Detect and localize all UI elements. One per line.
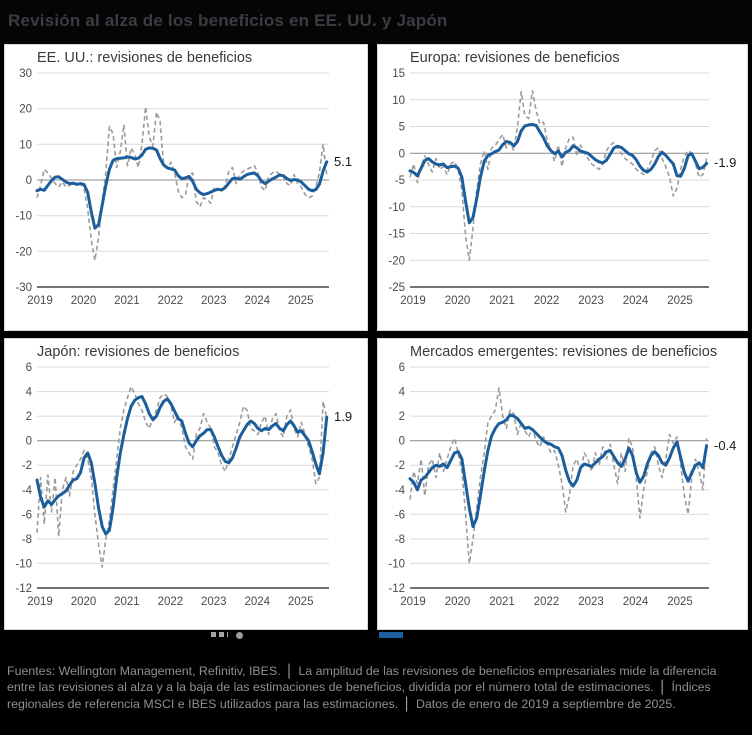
svg-text:2024: 2024 xyxy=(623,295,649,307)
svg-text:2021: 2021 xyxy=(114,295,140,307)
svg-text:0: 0 xyxy=(26,175,32,187)
chart-title-europe: Europa: revisiones de beneficios xyxy=(410,50,620,66)
footer-separator: │ xyxy=(403,696,411,711)
svg-text:2025: 2025 xyxy=(288,295,314,307)
footer-index-note: Índices regionales de referencia MSCI e … xyxy=(7,680,711,711)
end-value-label-emerging-markets: -0.4 xyxy=(714,437,737,453)
footer-separator: │ xyxy=(285,664,294,678)
svg-text:20: 20 xyxy=(19,104,32,116)
svg-text:-4: -4 xyxy=(22,485,33,497)
svg-text:15: 15 xyxy=(392,68,405,80)
svg-text:2019: 2019 xyxy=(400,295,426,307)
footer-sources: Fuentes: Wellington Management, Refiniti… xyxy=(7,664,281,678)
svg-text:2019: 2019 xyxy=(27,596,53,608)
chart-panel-us: EE. UU.: revisiones de beneficios 30 20 10… xyxy=(4,44,368,331)
svg-text:2025: 2025 xyxy=(667,596,693,608)
svg-text:-2: -2 xyxy=(22,460,32,472)
footer-separator: │ xyxy=(658,680,667,695)
svg-text:-20: -20 xyxy=(15,246,32,258)
chart-panel-europe: Europa: revisiones de beneficios 15 10 5 0 -… xyxy=(377,44,748,331)
svg-text:10: 10 xyxy=(392,95,405,107)
svg-text:10: 10 xyxy=(19,139,32,151)
svg-text:-10: -10 xyxy=(15,558,32,570)
svg-text:2022: 2022 xyxy=(534,295,560,307)
footer-methodology-note: La amplitud de las revisiones de benefic… xyxy=(7,664,717,695)
end-value-label-us: 5.1 xyxy=(334,153,353,169)
svg-text:-10: -10 xyxy=(388,202,405,214)
svg-text:2021: 2021 xyxy=(114,596,140,608)
svg-text:-25: -25 xyxy=(388,282,405,294)
svg-text:0: 0 xyxy=(399,436,405,448)
svg-text:2025: 2025 xyxy=(667,295,693,307)
svg-text:-10: -10 xyxy=(388,558,405,570)
svg-text:2024: 2024 xyxy=(245,295,271,307)
svg-text:2020: 2020 xyxy=(71,596,97,608)
svg-text:5: 5 xyxy=(399,122,405,134)
svg-text:2024: 2024 xyxy=(245,596,271,608)
svg-text:-10: -10 xyxy=(15,211,32,223)
legend-gray-dashed-swatch xyxy=(211,632,228,637)
svg-text:4: 4 xyxy=(399,387,406,399)
chart-title-japan: Japón: revisiones de beneficios xyxy=(37,344,240,360)
svg-text:2023: 2023 xyxy=(201,596,227,608)
svg-text:-8: -8 xyxy=(395,534,405,546)
end-value-label-europe: -1.9 xyxy=(714,155,737,171)
svg-text:6: 6 xyxy=(26,362,32,374)
source-note: Fuentes: Wellington Management, Refiniti… xyxy=(0,630,752,712)
svg-text:2025: 2025 xyxy=(288,596,314,608)
svg-text:2020: 2020 xyxy=(71,295,97,307)
svg-text:2023: 2023 xyxy=(201,295,227,307)
legend-gray-dot-icon xyxy=(236,632,243,639)
svg-text:2024: 2024 xyxy=(623,596,649,608)
legend-blue-solid-swatch xyxy=(379,632,403,638)
svg-text:0: 0 xyxy=(399,148,405,160)
svg-text:-4: -4 xyxy=(395,485,406,497)
chart-panel-japan: Japón: revisiones de beneficios 6 4 2 0 -2 -4… xyxy=(4,338,368,630)
svg-text:-6: -6 xyxy=(22,509,32,521)
svg-text:2023: 2023 xyxy=(578,295,604,307)
svg-text:-15: -15 xyxy=(388,229,405,241)
svg-text:2022: 2022 xyxy=(158,596,184,608)
svg-text:-5: -5 xyxy=(395,175,405,187)
svg-text:-12: -12 xyxy=(388,583,405,595)
svg-text:0: 0 xyxy=(26,436,32,448)
svg-text:30: 30 xyxy=(19,68,32,80)
svg-text:2022: 2022 xyxy=(158,295,184,307)
svg-text:6: 6 xyxy=(399,362,405,374)
footer-band: Fuentes: Wellington Management, Refiniti… xyxy=(0,630,752,735)
svg-text:2019: 2019 xyxy=(27,295,53,307)
legend xyxy=(0,630,752,642)
svg-text:2022: 2022 xyxy=(534,596,560,608)
svg-text:2019: 2019 xyxy=(400,596,426,608)
svg-text:-8: -8 xyxy=(22,534,32,546)
chart-title-emerging-markets: Mercados emergentes: revisiones de benef… xyxy=(410,344,718,360)
svg-text:-6: -6 xyxy=(395,509,405,521)
svg-text:2020: 2020 xyxy=(445,596,471,608)
svg-text:-2: -2 xyxy=(395,460,405,472)
svg-text:2: 2 xyxy=(399,411,405,423)
figure-title: Revisión al alza de los beneficios en EE… xyxy=(8,11,448,30)
svg-text:-12: -12 xyxy=(15,583,32,595)
footer-date-range-note: Datos de enero de 2019 a septiembre de 2… xyxy=(415,696,676,711)
end-value-label-japan: 1.9 xyxy=(334,409,353,425)
svg-text:-20: -20 xyxy=(388,255,405,267)
figure-header: Revisión al alza de los beneficios en EE… xyxy=(0,0,752,44)
svg-text:2020: 2020 xyxy=(445,295,471,307)
svg-text:-30: -30 xyxy=(15,282,32,294)
svg-text:2023: 2023 xyxy=(578,596,604,608)
svg-text:2021: 2021 xyxy=(489,596,515,608)
svg-text:2021: 2021 xyxy=(489,295,515,307)
chart-title-us: EE. UU.: revisiones de beneficios xyxy=(37,50,253,66)
chart-panel-emerging-markets: Mercados emergentes: revisiones de benef… xyxy=(377,338,748,630)
svg-text:2: 2 xyxy=(26,411,32,423)
svg-text:4: 4 xyxy=(26,387,33,399)
